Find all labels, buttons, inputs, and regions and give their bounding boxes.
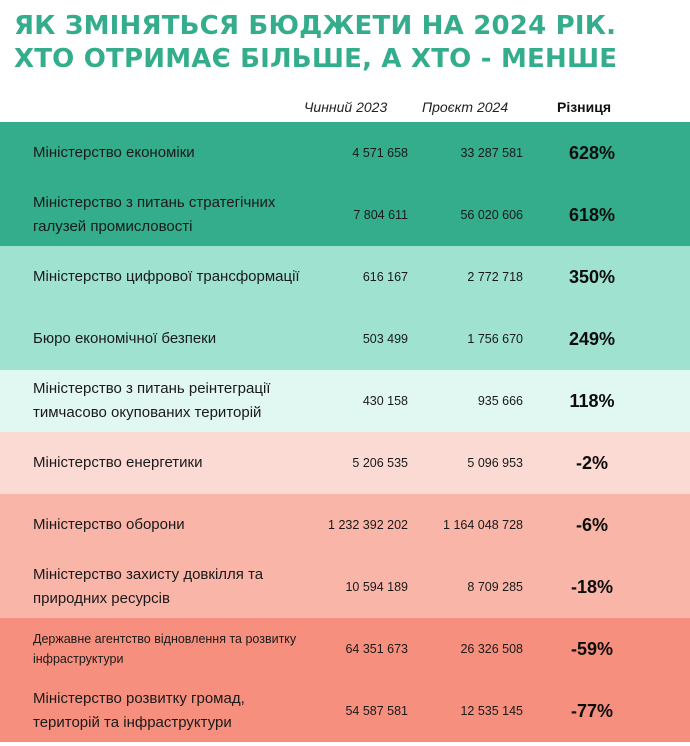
difference-value: -77% — [570, 700, 614, 721]
current-value: 5 206 535 — [352, 456, 408, 470]
difference-value: 249% — [568, 328, 616, 349]
difference-value: 118% — [569, 390, 615, 411]
budget-table: Міністерство економіки 4 571 658 33 287 … — [0, 122, 690, 742]
project-value: 2 772 718 — [467, 270, 523, 284]
table-row: Міністерство з питань стратегічних галуз… — [0, 184, 690, 246]
project-value: 12 535 145 — [460, 704, 523, 718]
current-value: 64 351 673 — [345, 642, 408, 656]
project-value: 1 756 670 — [467, 332, 523, 346]
current-value: 1 232 392 202 — [328, 518, 408, 532]
ministry-name: Міністерство оборони — [33, 516, 185, 533]
current-value: 54 587 581 — [345, 704, 408, 718]
project-value: 8 709 285 — [467, 580, 523, 594]
table-row: Міністерство розвитку громад, територій … — [0, 680, 690, 742]
table-header: Чинний 2023 Проєкт 2024 Різниця — [0, 96, 690, 120]
difference-value: 350% — [568, 266, 616, 287]
ministry-name: Міністерство економіки — [33, 144, 195, 161]
project-value: 26 326 508 — [460, 642, 523, 656]
column-header-current: Чинний 2023 — [304, 99, 388, 115]
table-row: Міністерство оборони 1 232 392 202 1 164… — [0, 494, 690, 556]
current-value: 7 804 611 — [353, 208, 408, 222]
column-header-project: Проєкт 2024 — [422, 99, 509, 115]
ministry-name: Міністерство цифрової трансформації — [33, 268, 300, 285]
table-row: Міністерство цифрової трансформації 616 … — [0, 246, 690, 308]
table-row: Державне агентство відновлення та розвит… — [0, 618, 690, 680]
table-row: Бюро економічної безпеки 503 499 1 756 6… — [0, 308, 690, 370]
table-row: Міністерство з питань реінтеграції тимча… — [0, 370, 690, 432]
difference-value: -2% — [575, 452, 608, 473]
ministry-name: Бюро економічної безпеки — [33, 330, 217, 347]
ministry-name: Міністерство розвитку громад, територій … — [33, 690, 245, 731]
project-value: 56 020 606 — [460, 208, 523, 222]
ministry-name: Міністерство з питань реінтеграції тимча… — [33, 380, 271, 421]
difference-value: -18% — [570, 576, 614, 597]
ministry-name: Державне агентство відновлення та розвит… — [33, 632, 297, 666]
ministry-name: Міністерство з питань стратегічних галуз… — [33, 194, 276, 235]
current-value: 503 499 — [362, 332, 408, 346]
difference-value: -6% — [575, 514, 608, 535]
table-row: Міністерство енергетики 5 206 535 5 096 … — [0, 432, 690, 494]
page-title-line-2: ХТО ОТРИМАЄ БІЛЬШЕ, А ХТО - МЕНШЕ — [14, 44, 618, 74]
current-value: 430 158 — [362, 394, 408, 408]
project-value: 1 164 048 728 — [443, 518, 523, 532]
current-value: 4 571 658 — [352, 146, 408, 160]
difference-value: 618% — [568, 204, 616, 225]
current-value: 616 167 — [362, 270, 408, 284]
ministry-name: Міністерство енергетики — [33, 454, 203, 471]
difference-value: -59% — [570, 638, 614, 659]
table-row: Міністерство захисту довкілля та природн… — [0, 556, 690, 618]
page-title-line-1: ЯК ЗМІНЯТЬСЯ БЮДЖЕТИ НА 2024 РІК. — [14, 11, 617, 41]
current-value: 10 594 189 — [345, 580, 408, 594]
project-value: 33 287 581 — [460, 146, 523, 160]
table-row: Міністерство економіки 4 571 658 33 287 … — [0, 122, 690, 184]
column-header-difference: Різниця — [557, 99, 612, 115]
project-value: 5 096 953 — [467, 456, 523, 470]
ministry-name: Міністерство захисту довкілля та природн… — [33, 566, 264, 607]
page-title: ЯК ЗМІНЯТЬСЯ БЮДЖЕТИ НА 2024 РІК. ХТО ОТ… — [14, 10, 684, 76]
difference-value: 628% — [568, 142, 616, 163]
project-value: 935 666 — [477, 394, 523, 408]
